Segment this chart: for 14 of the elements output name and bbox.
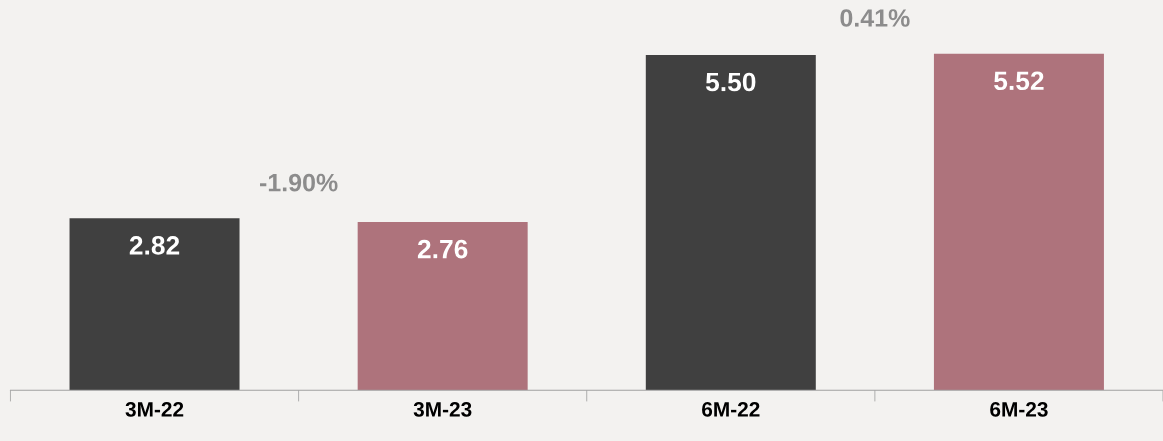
x-tick-label: 6M-23	[990, 401, 1048, 417]
data-label: 5.50	[705, 72, 756, 92]
bar	[69, 218, 240, 391]
annotation: -1.90%	[259, 173, 338, 192]
bar	[357, 221, 528, 391]
x-tick-label: 3M-23	[413, 401, 472, 417]
bar	[933, 53, 1104, 391]
data-label: 5.52	[994, 71, 1044, 91]
x-tick-label: 6M-22	[702, 401, 760, 417]
bar	[645, 54, 816, 391]
annotation: 0.41%	[840, 9, 910, 27]
data-label: 2.76	[417, 239, 468, 259]
x-tick-label: 3M-22	[125, 401, 184, 417]
data-label: 2.82	[129, 236, 180, 255]
